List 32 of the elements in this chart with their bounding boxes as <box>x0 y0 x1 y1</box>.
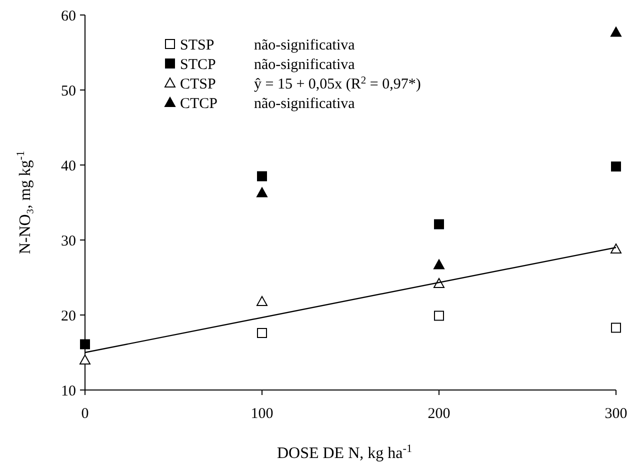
point <box>434 310 444 321</box>
point <box>257 171 267 182</box>
point <box>434 259 444 270</box>
annotation: não-significativa <box>254 37 356 54</box>
point <box>256 296 268 306</box>
point <box>610 244 622 254</box>
x-axis-title: DOSE DE N, kg ha$^{-1}$ <box>276 443 412 462</box>
legend-label: STSP <box>180 37 214 54</box>
y-tick-label: 60 <box>61 8 76 24</box>
annotation: ŷ = 15 + 0,05x (R$^{2}$ = 0,97*) <box>254 74 421 92</box>
point <box>257 328 267 338</box>
x-tick-label: 200 <box>428 406 450 422</box>
point <box>434 219 444 230</box>
point <box>611 322 621 333</box>
x-tick-label: 100 <box>250 406 274 422</box>
point <box>80 354 90 364</box>
y-tick-label: 10 <box>61 383 76 400</box>
point <box>610 26 622 37</box>
y-tick-label: 50 <box>61 83 76 100</box>
annotation: não-significativa <box>254 96 356 112</box>
x-tick-label: 0 <box>81 406 89 422</box>
y-tick-label: 30 <box>61 233 76 250</box>
y-tick-label: 20 <box>61 308 76 324</box>
legend-label: CTCP <box>180 96 218 112</box>
legend-label: CTSP <box>180 76 216 92</box>
point <box>611 162 621 172</box>
annotation: não-significativa <box>254 56 356 73</box>
legend-label: STCP <box>180 56 216 73</box>
y-tick-label: 40 <box>61 158 76 174</box>
x-tick-label: 300 <box>604 406 628 422</box>
point <box>256 187 268 198</box>
point <box>80 339 90 350</box>
